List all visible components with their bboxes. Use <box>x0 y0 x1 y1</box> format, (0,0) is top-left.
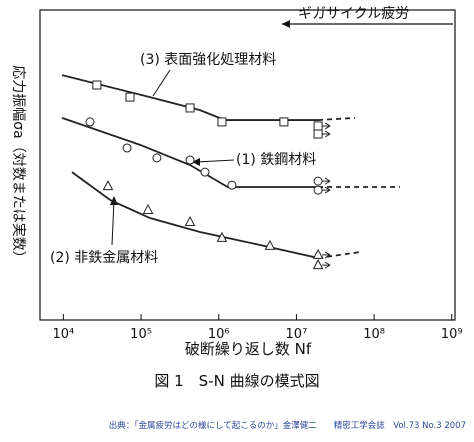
point <box>313 129 323 139</box>
sn-curve-extension <box>318 116 355 121</box>
plot-frame <box>39 9 456 321</box>
point <box>313 121 323 131</box>
giga-arrow-head <box>282 20 290 28</box>
point <box>313 185 323 195</box>
point <box>216 231 228 242</box>
x-tick-label: 10⁷ <box>286 327 308 342</box>
caption: 図 1 S-N 曲線の模式図 <box>154 372 319 390</box>
leader <box>152 69 171 97</box>
point <box>217 117 227 127</box>
point <box>185 155 195 165</box>
series-label: (2) 非鉄金属材料 <box>50 250 158 266</box>
runout-arrow <box>322 251 331 259</box>
sn-curve <box>61 117 319 188</box>
point <box>185 103 195 113</box>
point <box>122 143 132 153</box>
runout-arrow <box>322 186 331 194</box>
sn-curve <box>61 74 319 121</box>
runout-arrow <box>322 130 331 138</box>
point <box>125 92 135 102</box>
point <box>152 153 162 163</box>
point <box>312 259 324 270</box>
sn-curve-extension <box>317 251 361 259</box>
leader-head <box>192 158 200 166</box>
point <box>102 180 114 191</box>
point <box>200 167 210 177</box>
point <box>312 248 324 259</box>
point <box>264 239 276 250</box>
x-tick-label: 10⁶ <box>208 327 230 342</box>
runout-arrow <box>322 261 331 269</box>
x-tick-label: 10⁹ <box>441 327 463 342</box>
point <box>142 203 154 214</box>
x-tick-label: 10⁴ <box>53 327 75 342</box>
point <box>279 117 289 127</box>
x-tick-label: 10⁸ <box>363 327 385 342</box>
x-tick-label: 10⁵ <box>130 327 152 342</box>
point <box>184 215 196 227</box>
runout-arrow <box>322 122 331 130</box>
point <box>85 117 95 127</box>
y-axis-label: 応力振幅σa（対数または実数） <box>10 65 26 264</box>
runout-arrow <box>322 177 331 185</box>
x-axis-label: 破断繰り返し数 Nf <box>185 340 312 358</box>
leader <box>111 199 115 246</box>
leader <box>195 159 235 163</box>
point <box>92 80 102 90</box>
source: 出典：「金属疲労はどの様にして起こるのか」金澤健二 精密工学会誌 Vol.73 … <box>109 420 466 431</box>
point <box>227 180 237 190</box>
series-label: (1) 鉄鋼材料 <box>236 152 316 168</box>
series-label: (3) 表面強化処理材料 <box>140 52 276 68</box>
giga-label: ギガサイクル疲労 <box>298 5 409 22</box>
point <box>313 176 323 186</box>
